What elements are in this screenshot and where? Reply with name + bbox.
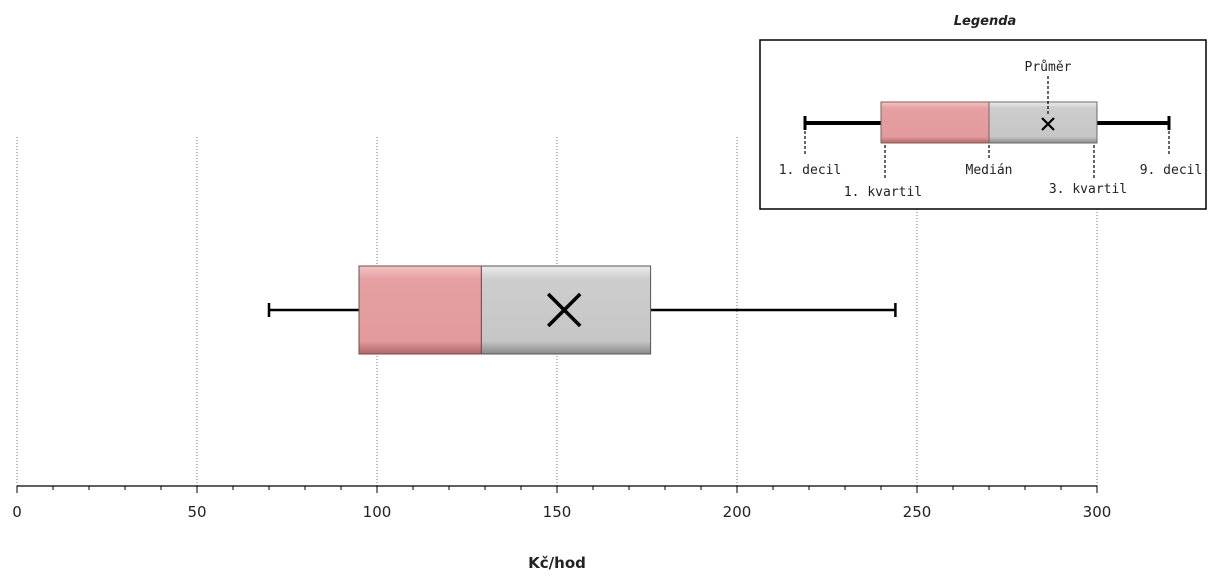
x-tick-label: 100 (363, 503, 392, 521)
legend-label-mean: Průměr (1025, 60, 1072, 75)
legend-title: Legenda (954, 14, 1017, 29)
x-tick-label: 50 (187, 503, 206, 521)
box-lower-quartile (359, 266, 481, 354)
x-tick-label: 250 (903, 503, 932, 521)
legend-box-upper (989, 102, 1097, 143)
x-tick-label: 300 (1083, 503, 1112, 521)
legend-label-decile9: 9. decil (1140, 163, 1203, 178)
legend: Legenda Průměr 1. decil 1. kvartil Mediá… (760, 14, 1206, 209)
legend-label-decile1: 1. decil (779, 163, 842, 178)
legend-box-lower (881, 102, 989, 143)
legend-label-median: Medián (966, 163, 1013, 178)
x-tick-label: 0 (12, 503, 22, 521)
x-axis: 0 50 100 150 200 250 300 (12, 486, 1111, 521)
legend-label-quartile1: 1. kvartil (844, 185, 922, 200)
x-tick-label: 150 (543, 503, 572, 521)
x-axis-title: Kč/hod (528, 554, 586, 572)
boxplot (269, 266, 895, 354)
x-tick-label: 200 (723, 503, 752, 521)
legend-label-quartile3: 3. kvartil (1049, 182, 1127, 197)
